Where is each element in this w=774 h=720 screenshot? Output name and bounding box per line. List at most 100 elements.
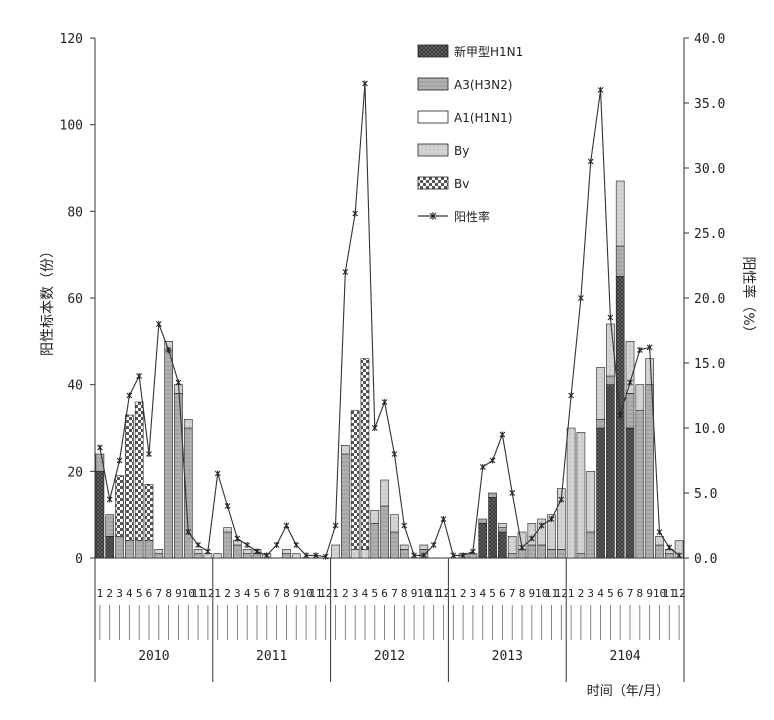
rate-marker-glyph bbox=[499, 431, 506, 438]
rate-marker-glyph bbox=[607, 314, 614, 321]
bar-segment bbox=[380, 505, 389, 559]
bar-segment bbox=[380, 479, 389, 507]
month-label: 3 bbox=[352, 587, 359, 600]
month-label: 12 bbox=[672, 587, 685, 600]
month-label: 8 bbox=[519, 587, 526, 600]
rate-marker-glyph bbox=[381, 399, 388, 405]
bar-segment bbox=[144, 540, 154, 559]
month-label: 3 bbox=[470, 587, 477, 600]
rate-marker bbox=[440, 516, 447, 522]
bar-segment bbox=[517, 549, 527, 559]
right-tick-label: 10.0 bbox=[694, 422, 725, 437]
month-label: 6 bbox=[499, 587, 506, 600]
rate-marker bbox=[224, 503, 231, 509]
bar-segment bbox=[547, 549, 556, 559]
rate-marker bbox=[185, 529, 192, 535]
bar-segment bbox=[193, 553, 203, 559]
legend-line-marker bbox=[429, 212, 437, 220]
bar-segment bbox=[399, 549, 409, 559]
month-label: 4 bbox=[244, 587, 251, 600]
rate-marker-glyph bbox=[430, 542, 437, 548]
bar-segment bbox=[488, 492, 497, 498]
rate-marker bbox=[303, 552, 309, 559]
legend-label: A3(H3N2) bbox=[454, 78, 512, 92]
right-tick-label: 35.0 bbox=[694, 97, 725, 112]
month-label: 5 bbox=[136, 587, 143, 600]
rate-marker bbox=[263, 552, 270, 559]
rate-marker bbox=[460, 552, 466, 559]
month-label: 7 bbox=[509, 587, 516, 600]
month-label: 11 bbox=[191, 587, 204, 600]
bar-segment bbox=[596, 427, 605, 559]
rate-marker bbox=[676, 552, 682, 559]
rate-marker bbox=[528, 535, 535, 542]
month-label: 9 bbox=[411, 587, 418, 600]
month-label: 3 bbox=[234, 587, 241, 600]
month-label: 9 bbox=[646, 587, 653, 600]
bar-segment bbox=[213, 553, 223, 559]
rate-marker bbox=[273, 542, 280, 548]
bar-segment bbox=[566, 427, 576, 559]
left-tick-label: 100 bbox=[60, 119, 83, 134]
rate-marker-glyph bbox=[283, 522, 290, 529]
rate-marker bbox=[175, 379, 182, 386]
bar-segment bbox=[507, 553, 517, 559]
bar-segment bbox=[341, 445, 350, 455]
rate-marker-glyph bbox=[568, 392, 574, 399]
bar-segment bbox=[537, 518, 546, 546]
month-label: 10 bbox=[299, 587, 312, 600]
bar-segment bbox=[537, 544, 546, 559]
year-label: 2013 bbox=[492, 649, 523, 664]
bar-segment bbox=[282, 549, 291, 554]
month-label: 2 bbox=[460, 587, 467, 600]
rate-marker-glyph bbox=[106, 496, 113, 503]
right-tick-label: 20.0 bbox=[694, 292, 725, 307]
year-label: 2010 bbox=[138, 649, 169, 664]
rate-marker bbox=[411, 552, 417, 559]
rate-marker bbox=[126, 392, 133, 399]
rate-marker-glyph bbox=[636, 347, 643, 353]
bar-segment bbox=[223, 527, 232, 533]
rate-marker-glyph bbox=[440, 516, 447, 522]
rate-marker bbox=[597, 87, 604, 93]
rate-marker-glyph bbox=[263, 552, 270, 559]
bar-segment bbox=[419, 544, 429, 550]
bar-segment bbox=[498, 523, 507, 528]
bar-segment bbox=[144, 484, 154, 541]
month-label: 5 bbox=[254, 587, 261, 600]
bar-segment bbox=[625, 427, 635, 559]
rate-marker-glyph bbox=[322, 553, 329, 560]
legend-label: Bv bbox=[454, 177, 469, 191]
left-y-ticks: 0 20 40 60 80 100 120 bbox=[60, 32, 95, 567]
month-label: 4 bbox=[362, 587, 369, 600]
rate-marker bbox=[479, 464, 486, 470]
bar-segment bbox=[154, 553, 164, 559]
bar-segment bbox=[350, 549, 360, 559]
bar-segment bbox=[498, 527, 507, 533]
month-label: 10 bbox=[653, 587, 666, 600]
bar-segment bbox=[164, 349, 173, 559]
bar-segment bbox=[547, 514, 556, 550]
bar-segment bbox=[105, 514, 115, 537]
left-tick-label: 0 bbox=[75, 552, 83, 567]
month-label: 12 bbox=[319, 587, 332, 600]
bar-segment bbox=[390, 514, 399, 533]
legend-label: By bbox=[454, 144, 469, 158]
rate-marker-glyph bbox=[234, 535, 241, 542]
bar-segment bbox=[606, 323, 615, 377]
rate-marker-glyph bbox=[303, 552, 309, 559]
bar-segment bbox=[596, 367, 605, 420]
rate-marker-glyph bbox=[146, 451, 152, 457]
month-label: 3 bbox=[587, 587, 594, 600]
rate-marker bbox=[391, 451, 398, 457]
positive-rate-line bbox=[97, 80, 682, 560]
bar-segment bbox=[576, 432, 586, 554]
right-axis-label: 阳性率（%） bbox=[740, 256, 757, 339]
rate-marker-glyph bbox=[155, 321, 162, 327]
rate-marker-glyph bbox=[617, 412, 624, 418]
month-label: 4 bbox=[126, 587, 133, 600]
rate-marker-glyph bbox=[676, 552, 682, 559]
rate-marker-glyph bbox=[185, 529, 192, 535]
month-label: 8 bbox=[283, 587, 290, 600]
rate-marker bbox=[646, 344, 653, 351]
